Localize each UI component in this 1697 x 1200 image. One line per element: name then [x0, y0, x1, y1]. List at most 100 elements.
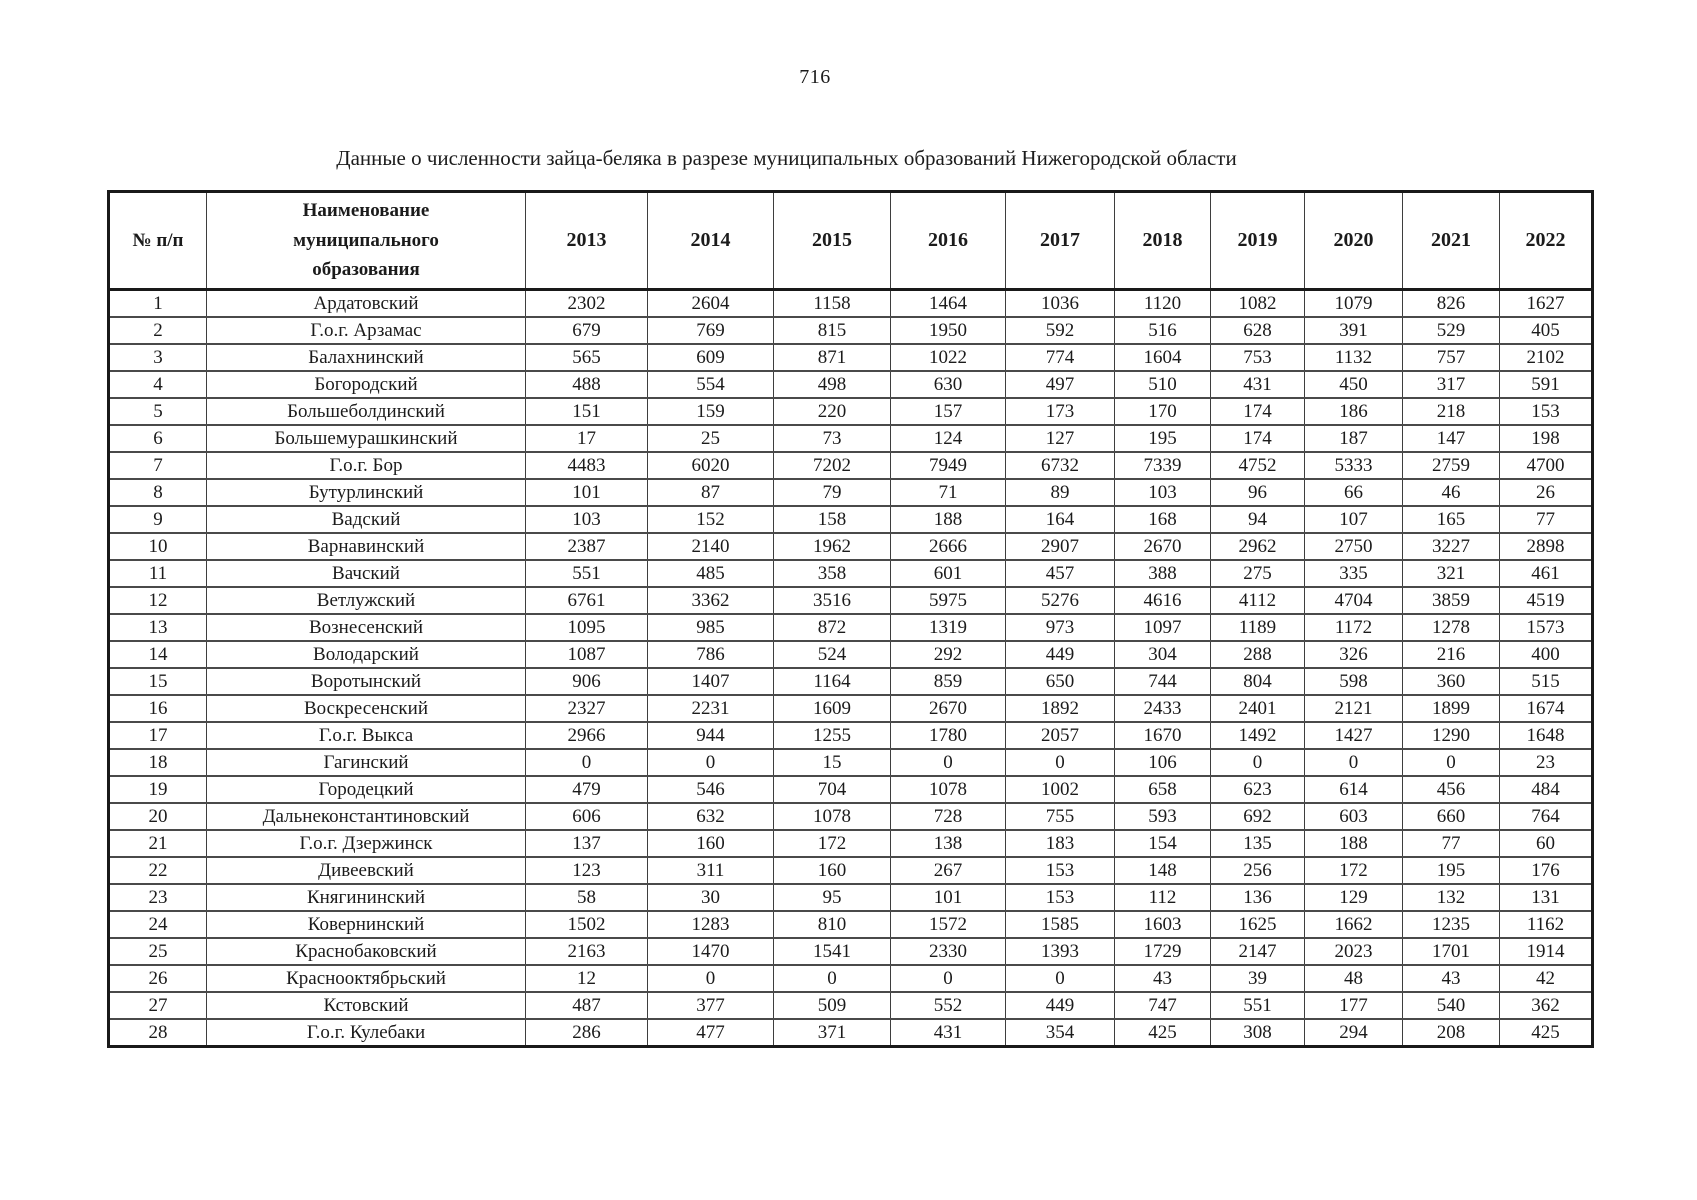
count-cell: 103 [525, 505, 648, 534]
municipality-name: Богородский [206, 370, 526, 399]
column-header-year: 2016 [890, 190, 1006, 291]
count-cell: 769 [647, 316, 774, 345]
count-cell: 598 [1304, 667, 1403, 696]
municipality-name: Вачский [206, 559, 526, 588]
count-cell: 1097 [1114, 613, 1211, 642]
count-cell: 2327 [525, 694, 648, 723]
row-number: 22 [108, 856, 207, 885]
count-cell: 286 [525, 1018, 648, 1048]
municipality-name: Г.о.г. Выкса [206, 721, 526, 750]
count-cell: 815 [773, 316, 891, 345]
count-cell: 973 [1005, 613, 1115, 642]
count-cell: 138 [890, 829, 1006, 858]
count-cell: 2898 [1499, 532, 1593, 561]
count-cell: 23 [1499, 748, 1593, 777]
count-cell: 371 [773, 1018, 891, 1048]
count-cell: 1079 [1304, 288, 1403, 318]
count-cell: 153 [1499, 397, 1593, 426]
municipality-name: Г.о.г. Арзамас [206, 316, 526, 345]
table-row: 17 Г.о.г. Выкса 2966 944 1255 1780 2057 1670 149… [108, 721, 1593, 750]
table-row: 14 Володарский 1087 786 524 292 449 304 288 326 21… [108, 640, 1593, 669]
count-cell: 168 [1114, 505, 1211, 534]
row-number: 27 [108, 991, 207, 1020]
count-cell: 2670 [890, 694, 1006, 723]
row-number: 6 [108, 424, 207, 453]
count-cell: 208 [1402, 1018, 1500, 1048]
count-cell: 515 [1499, 667, 1593, 696]
count-cell: 123 [525, 856, 648, 885]
row-number: 28 [108, 1018, 207, 1048]
count-cell: 391 [1304, 316, 1403, 345]
row-number: 10 [108, 532, 207, 561]
count-cell: 220 [773, 397, 891, 426]
table-row: 19 Городецкий 479 546 704 1078 1002 658 623 614 45… [108, 775, 1593, 804]
count-cell: 17 [525, 424, 648, 453]
table-row: 26 Краснооктябрьский 12 0 0 0 0 43 39 48 43 42 [108, 964, 1593, 993]
count-cell: 1464 [890, 288, 1006, 318]
count-cell: 1950 [890, 316, 1006, 345]
count-cell: 1255 [773, 721, 891, 750]
table-row: 10 Варнавинский 2387 2140 1962 2666 2907 2670 29… [108, 532, 1593, 561]
count-cell: 101 [525, 478, 648, 507]
count-cell: 1585 [1005, 910, 1115, 939]
table-row: 1 Ардатовский 2302 2604 1158 1464 1036 1120 1082… [108, 288, 1593, 318]
count-cell: 1036 [1005, 288, 1115, 318]
count-cell: 510 [1114, 370, 1211, 399]
count-cell: 551 [1210, 991, 1305, 1020]
count-cell: 43 [1402, 964, 1500, 993]
count-cell: 43 [1114, 964, 1211, 993]
count-cell: 267 [890, 856, 1006, 885]
count-cell: 195 [1402, 856, 1500, 885]
row-number: 3 [108, 343, 207, 372]
count-cell: 1627 [1499, 288, 1593, 318]
municipality-name: Г.о.г. Дзержинск [206, 829, 526, 858]
row-number: 26 [108, 964, 207, 993]
count-cell: 2966 [525, 721, 648, 750]
count-cell: 632 [647, 802, 774, 831]
count-cell: 3362 [647, 586, 774, 615]
count-cell: 15 [773, 748, 891, 777]
count-cell: 275 [1210, 559, 1305, 588]
count-cell: 188 [1304, 829, 1403, 858]
count-cell: 377 [647, 991, 774, 1020]
count-cell: 425 [1499, 1018, 1593, 1048]
count-cell: 1470 [647, 937, 774, 966]
table-row: 12 Ветлужский 6761 3362 3516 5975 5276 4616 4112… [108, 586, 1593, 615]
count-cell: 172 [773, 829, 891, 858]
count-cell: 132 [1402, 883, 1500, 912]
municipality-name: Ковернинский [206, 910, 526, 939]
count-cell: 103 [1114, 478, 1211, 507]
count-cell: 623 [1210, 775, 1305, 804]
count-cell: 292 [890, 640, 1006, 669]
row-number: 20 [108, 802, 207, 831]
municipality-name: Краснооктябрьский [206, 964, 526, 993]
count-cell: 159 [647, 397, 774, 426]
count-cell: 39 [1210, 964, 1305, 993]
count-cell: 6020 [647, 451, 774, 480]
municipality-name: Ветлужский [206, 586, 526, 615]
count-cell: 630 [890, 370, 1006, 399]
count-cell: 87 [647, 478, 774, 507]
count-cell: 859 [890, 667, 1006, 696]
count-cell: 94 [1210, 505, 1305, 534]
count-cell: 1603 [1114, 910, 1211, 939]
municipality-name: Бутурлинский [206, 478, 526, 507]
table-row: 11 Вачский 551 485 358 601 457 388 275 335 321 461 [108, 559, 1593, 588]
count-cell: 124 [890, 424, 1006, 453]
municipality-name: Краснобаковский [206, 937, 526, 966]
column-header-year: 2017 [1005, 190, 1115, 291]
count-cell: 601 [890, 559, 1006, 588]
count-cell: 160 [647, 829, 774, 858]
count-cell: 1625 [1210, 910, 1305, 939]
count-cell: 906 [525, 667, 648, 696]
municipality-name: Кстовский [206, 991, 526, 1020]
count-cell: 826 [1402, 288, 1500, 318]
count-cell: 2302 [525, 288, 648, 318]
count-cell: 1283 [647, 910, 774, 939]
count-cell: 26 [1499, 478, 1593, 507]
row-number: 24 [108, 910, 207, 939]
count-cell: 0 [890, 748, 1006, 777]
row-number: 18 [108, 748, 207, 777]
count-cell: 1087 [525, 640, 648, 669]
count-cell: 2163 [525, 937, 648, 966]
